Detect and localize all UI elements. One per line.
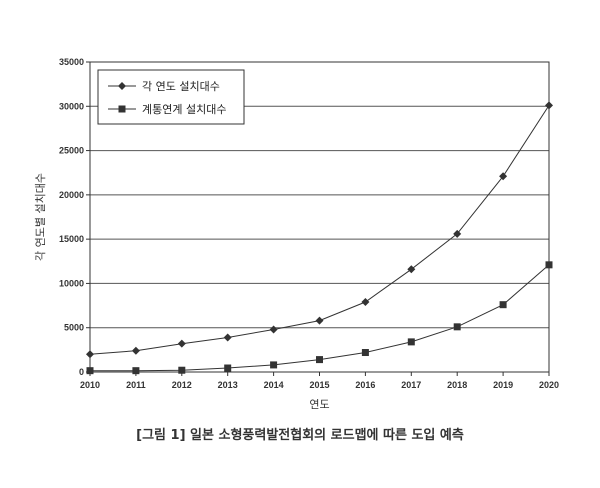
data-point-diamond — [177, 339, 186, 348]
data-point-diamond — [499, 172, 508, 181]
y-tick-label: 15000 — [59, 234, 84, 244]
data-point-square — [270, 361, 278, 369]
data-point-square — [132, 367, 140, 375]
x-tick-label: 2015 — [309, 380, 329, 390]
y-tick-label: 5000 — [64, 323, 84, 333]
x-tick-label: 2012 — [172, 380, 192, 390]
data-point-square — [361, 349, 369, 357]
y-tick-label: 35000 — [59, 57, 84, 67]
series-2 — [86, 261, 553, 375]
y-axis-title: 각 연도별 설치대수 — [34, 173, 47, 261]
legend-box — [97, 69, 245, 125]
y-tick-label: 0 — [79, 367, 84, 377]
gridlines — [90, 105, 549, 329]
data-point-diamond — [545, 101, 553, 110]
x-tick-label: 2020 — [539, 380, 559, 390]
legend-marker-square — [118, 105, 126, 113]
data-point-diamond — [223, 333, 232, 342]
y-axis-ticks: 0 5000 10000 15000 20000 25000 30000 35000 — [59, 57, 90, 377]
data-point-square — [316, 356, 323, 364]
series-group — [86, 101, 553, 375]
legend-label: 계통연계 설치대수 — [142, 103, 226, 116]
x-tick-label: 2016 — [355, 380, 375, 390]
legend-marker-diamond — [118, 82, 126, 90]
x-axis-title: 연도 — [309, 398, 329, 411]
x-tick-label: 2018 — [447, 380, 467, 390]
data-point-diamond — [453, 229, 462, 238]
data-point-square — [86, 367, 94, 375]
data-point-square — [407, 338, 415, 346]
x-tick-label: 2019 — [493, 380, 513, 390]
x-tick-label: 2011 — [126, 380, 146, 390]
y-tick-label: 10000 — [59, 278, 84, 288]
x-tick-label: 2013 — [218, 380, 238, 390]
y-tick-label: 25000 — [59, 146, 84, 156]
data-point-diamond — [361, 298, 370, 307]
line-chart: 0 5000 10000 15000 20000 25000 30000 35000 2010… — [34, 57, 559, 411]
x-axis-ticks: 2010 2011 2012 2013 2014 2015 2016 2017 2018 2019… — [80, 372, 559, 390]
series-1 — [86, 101, 553, 359]
data-point-diamond — [86, 350, 94, 359]
data-point-diamond — [315, 316, 324, 325]
data-point-square — [545, 261, 553, 269]
figure-caption: [그림 1] 일본 소형풍력발전협회의 로드맵에 따른 도입 예측 — [136, 428, 464, 443]
y-tick-label: 20000 — [59, 190, 84, 200]
data-point-square — [453, 323, 461, 331]
data-point-diamond — [269, 325, 278, 334]
data-point-square — [178, 366, 186, 374]
legend-label: 각 연도 설치대수 — [142, 80, 220, 93]
data-point-square — [499, 301, 507, 309]
y-tick-label: 30000 — [59, 101, 84, 111]
data-point-diamond — [407, 265, 416, 274]
data-point-square — [224, 364, 232, 372]
x-tick-label: 2010 — [80, 380, 100, 390]
x-tick-label: 2017 — [401, 380, 421, 390]
data-point-diamond — [131, 346, 140, 355]
x-tick-label: 2014 — [264, 380, 284, 390]
